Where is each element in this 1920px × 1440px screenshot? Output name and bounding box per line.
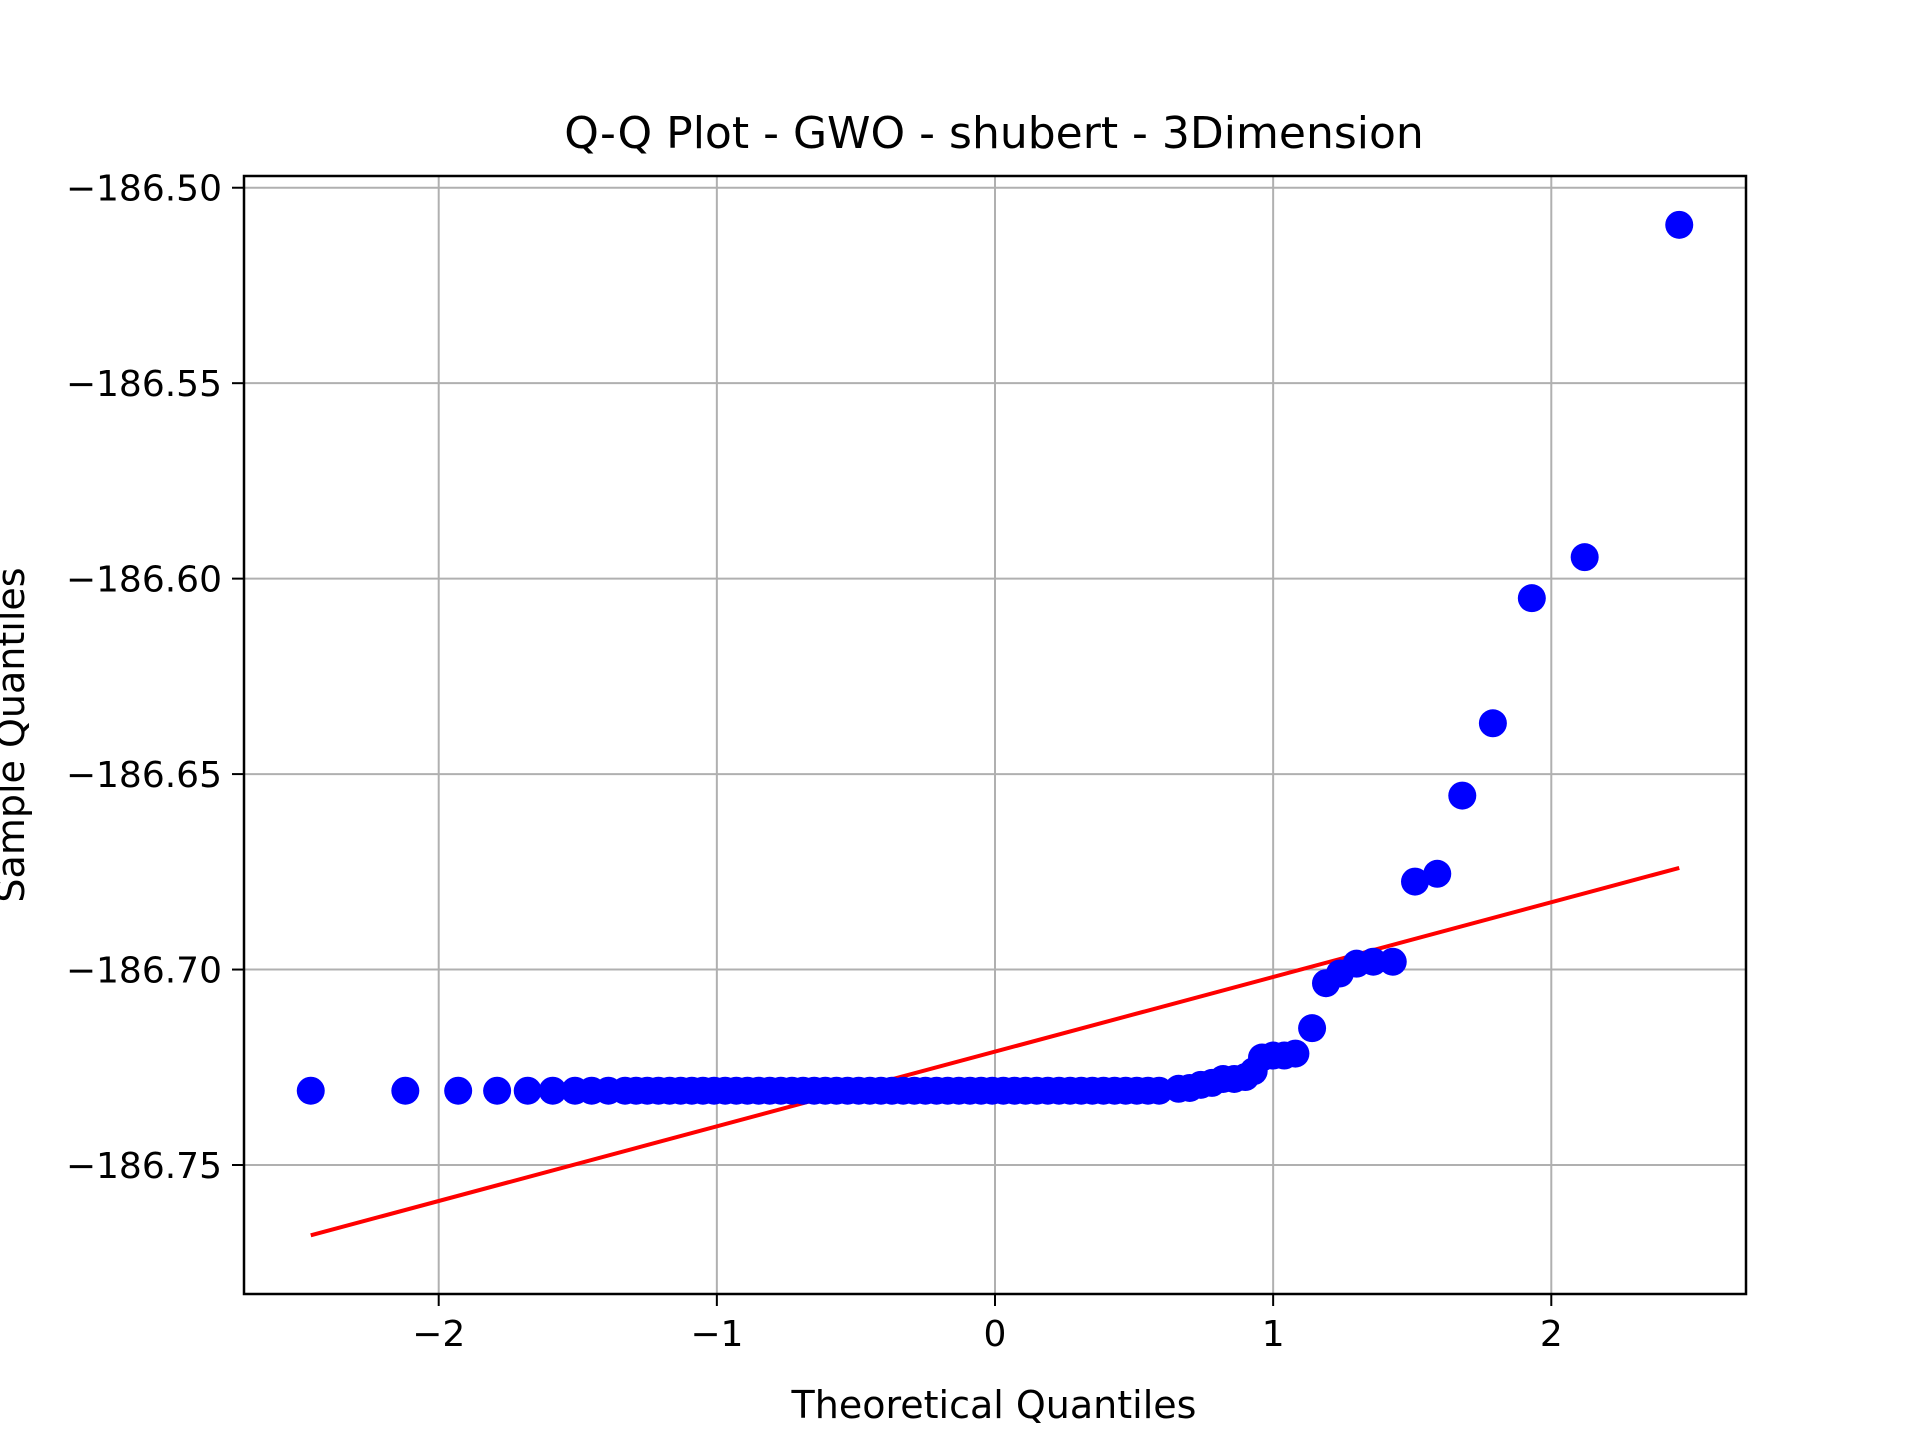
x-axis-ticks: −2 −1 0 1 2 [412, 1294, 1563, 1355]
y-tick-label: −186.75 [66, 1146, 222, 1187]
data-point [1448, 781, 1477, 810]
fit-line [310, 865, 1680, 1238]
x-tick-label: −2 [412, 1314, 465, 1355]
x-tick-label: 0 [984, 1314, 1007, 1355]
data-point [1570, 543, 1599, 572]
y-axis-ticks: −186.75 −186.70 −186.65 −186.60 −186.55 −186.… [66, 169, 244, 1187]
data-point [1423, 859, 1452, 888]
y-tick-label: −186.60 [66, 560, 222, 601]
data-point [1401, 867, 1430, 896]
chart-title: Q-Q Plot - GWO - shubert - 3Dimension [564, 108, 1424, 159]
data-point [444, 1076, 473, 1105]
y-tick-label: −186.55 [66, 364, 222, 405]
data-point [1517, 584, 1546, 613]
x-tick-label: 2 [1540, 1314, 1563, 1355]
data-point [1665, 210, 1694, 239]
data-point [483, 1076, 512, 1105]
data-point [538, 1076, 567, 1105]
y-tick-label: −186.65 [66, 755, 222, 796]
y-axis-label: Sample Quantiles [0, 567, 33, 902]
data-point [1281, 1039, 1310, 1068]
data-point [1359, 947, 1388, 976]
data-point [1378, 947, 1407, 976]
data-point [296, 1076, 325, 1105]
y-tick-label: −186.70 [66, 951, 222, 992]
y-tick-label: −186.50 [66, 169, 222, 210]
data-point [513, 1076, 542, 1105]
x-axis-label: Theoretical Quantiles [791, 1383, 1197, 1427]
data-point [1478, 709, 1507, 738]
data-point [391, 1076, 420, 1105]
fit-line-group [310, 865, 1680, 1238]
x-tick-label: −1 [690, 1314, 743, 1355]
grid-lines [244, 176, 1746, 1294]
data-points [296, 210, 1694, 1105]
data-point [1298, 1014, 1327, 1043]
x-tick-label: 1 [1262, 1314, 1285, 1355]
